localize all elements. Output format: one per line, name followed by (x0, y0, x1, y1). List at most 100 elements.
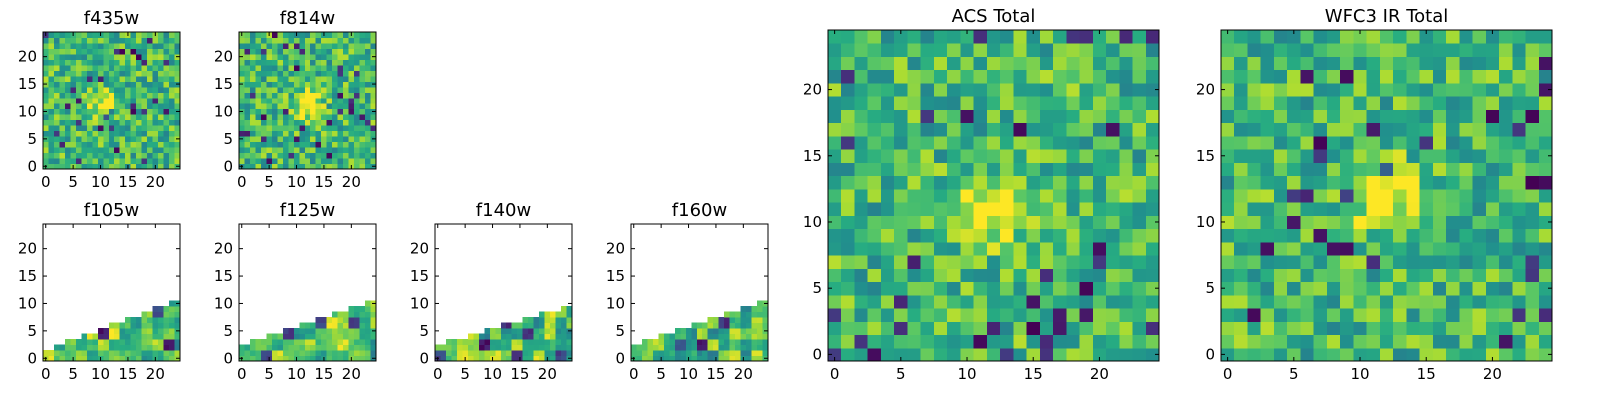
heatmap-cell (103, 119, 110, 126)
heatmap-cell (326, 70, 333, 77)
heatmap-cell (1234, 294, 1248, 309)
heatmap-cell (119, 136, 126, 143)
heatmap-cell (130, 75, 137, 82)
heatmap-cell (522, 322, 529, 329)
heatmap-cell (277, 103, 284, 110)
heatmap-cell (163, 97, 170, 104)
heatmap-cell (1260, 175, 1275, 190)
heatmap-cell (880, 347, 895, 362)
heatmap-cell (271, 130, 278, 137)
heatmap-cell (1026, 56, 1041, 71)
heatmap-cell (277, 350, 284, 357)
heatmap-cell (1485, 228, 1500, 243)
heatmap-cell (304, 350, 311, 357)
heatmap-cell (506, 350, 513, 357)
heatmap-cell (1340, 268, 1354, 283)
heatmap-cell (1300, 135, 1315, 150)
heatmap-cell (746, 333, 753, 340)
heatmap-cell (1273, 175, 1288, 190)
heatmap-cell (1000, 294, 1014, 309)
heatmap-cell (757, 300, 764, 307)
heatmap-cell (920, 281, 935, 296)
heatmap-cell (1472, 334, 1487, 349)
heatmap-cell (255, 355, 262, 362)
heatmap-cell (130, 32, 137, 38)
heatmap-cell (266, 344, 273, 351)
heatmap-cell (528, 317, 535, 324)
heatmap-cell (288, 70, 295, 77)
heatmap-cell (152, 59, 159, 66)
heatmap-cell (440, 344, 447, 351)
heatmap-cell (1247, 162, 1262, 177)
heatmap-cell (59, 114, 66, 121)
heatmap-cell (1432, 149, 1447, 163)
heatmap-cell (1066, 43, 1081, 57)
heatmap-cell (365, 300, 372, 307)
heatmap-cell (1287, 149, 1301, 163)
heatmap-cell (53, 355, 60, 362)
plot-title: f140w (476, 200, 531, 221)
heatmap-cell (169, 64, 176, 71)
heatmap-cell (1485, 109, 1500, 124)
heatmap-cell (147, 37, 154, 44)
heatmap-cell (1406, 149, 1421, 163)
heatmap-cell (141, 81, 148, 88)
heatmap-cell (244, 70, 251, 77)
heatmap-cell (973, 228, 988, 243)
heatmap-cell (141, 350, 148, 357)
heatmap-cell (141, 141, 148, 148)
heatmap-cell (1026, 30, 1041, 44)
heatmap-cell (86, 108, 93, 115)
heatmap-cell (86, 103, 93, 110)
heatmap-cell (550, 328, 557, 335)
heatmap-cell (169, 59, 176, 66)
heatmap-cell (136, 152, 143, 159)
heatmap-cell (354, 306, 361, 313)
heatmap-cell (266, 147, 273, 154)
heatmap-cell (163, 311, 170, 318)
heatmap-cell (1340, 69, 1354, 84)
heatmap-cell (1538, 56, 1553, 71)
heatmap-cell (1145, 30, 1160, 44)
heatmap-cell (136, 136, 143, 143)
heatmap-cell (299, 141, 306, 148)
heatmap-cell (1132, 202, 1147, 216)
heatmap-cell (1247, 241, 1262, 256)
heatmap-cell (1221, 334, 1235, 349)
heatmap-cell (244, 130, 251, 137)
heatmap-cell (163, 53, 170, 60)
heatmap-cell (163, 125, 170, 132)
heatmap-cell (81, 339, 88, 346)
heatmap-cell (1459, 202, 1474, 216)
heatmap-cell (1053, 308, 1067, 322)
heatmap-cell (718, 344, 725, 351)
heatmap-cell (1446, 109, 1460, 124)
heatmap-cell (757, 344, 764, 351)
heatmap-cell (880, 30, 895, 44)
heatmap-cell (1053, 188, 1067, 203)
heatmap-cell (64, 53, 71, 60)
heatmap-cell (359, 64, 366, 71)
heatmap-cell (92, 152, 99, 159)
heatmap-cell (125, 119, 132, 126)
heatmap-cell (1145, 122, 1160, 137)
heatmap-cell (119, 86, 126, 93)
heatmap-cell (125, 152, 132, 159)
heatmap-cell (854, 215, 869, 230)
heatmap-cell (894, 69, 908, 84)
heatmap-cell (365, 130, 372, 137)
heatmap-cell (310, 108, 317, 115)
heatmap-cell (365, 86, 372, 93)
heatmap-cell (1313, 82, 1328, 97)
heatmap-cell (332, 152, 339, 159)
heatmap-cell (907, 135, 922, 150)
x-tick-label: 0 (237, 173, 247, 191)
heatmap-cell (119, 152, 126, 159)
heatmap-cell (75, 147, 82, 154)
heatmap-cell (92, 125, 99, 132)
heatmap-cell (81, 147, 88, 154)
heatmap-cell (53, 130, 60, 137)
heatmap-cell (828, 321, 842, 336)
heatmap-cells (828, 30, 1160, 362)
heatmap-cell (114, 75, 121, 82)
